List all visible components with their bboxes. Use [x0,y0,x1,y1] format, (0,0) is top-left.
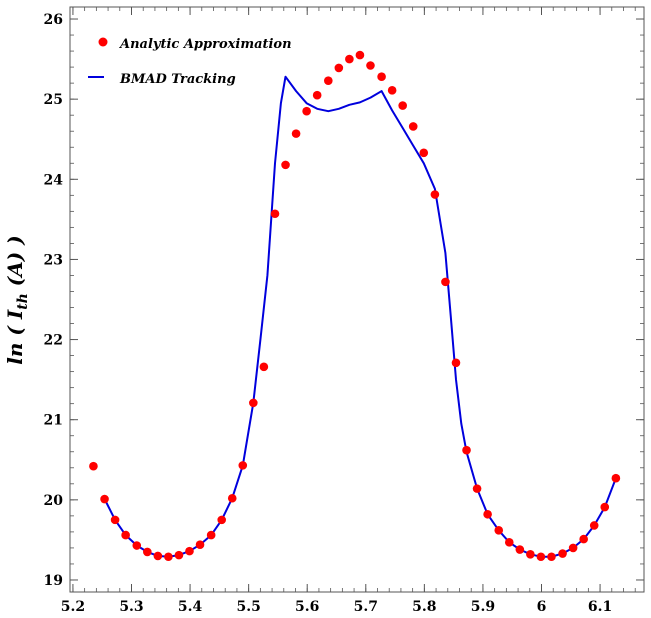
analytic-point [270,209,280,219]
y-tick-label: 26 [44,12,63,28]
analytic-point [611,473,621,483]
analytic-point [462,445,471,455]
x-tick-label: 5.4 [178,599,203,615]
y-tick-label: 21 [44,413,63,429]
analytic-point [589,521,599,530]
analytic-point [526,550,535,559]
analytic-point [515,545,525,554]
analytic-point [153,551,163,561]
plot-frame [69,6,645,593]
y-axis-label-subscript: th [15,293,31,310]
legend: Analytic Approximation BMAD Tracking [88,37,292,87]
analytic-point [558,549,567,558]
y-tick-label: 22 [44,333,63,349]
analytic-point [143,547,152,557]
analytic-point [451,358,461,368]
y-tick-label: 23 [44,252,63,268]
analytic-point [206,530,216,540]
y-tick-label: 24 [44,172,64,188]
y-tick-label: 20 [44,493,64,509]
x-tick-label: 5.9 [471,599,495,615]
analytic-point [377,72,386,82]
x-tick-label: 5.5 [236,599,260,615]
analytic-point [547,552,556,562]
analytic-point [387,86,397,95]
bmad-tracking-series [103,75,617,558]
analytic-point [483,509,492,519]
analytic-point [291,129,301,138]
analytic-point [579,534,588,544]
analytic-point [302,106,311,116]
x-tick-label: 5.7 [354,599,378,615]
analytic-point [494,525,504,535]
x-tick-label: 5.2 [61,599,85,615]
y-tick-label: 25 [44,92,63,108]
analytic-point [312,90,322,100]
analytic-point [334,63,344,73]
analytic-point [568,543,578,553]
analytic-point [259,362,269,372]
x-tick-label: 5.3 [119,599,143,615]
analytic-point [600,502,610,512]
analytic-point [227,493,237,503]
analytic-point [174,550,184,560]
legend-label-bmad: BMAD Tracking [119,72,236,87]
tick-labels: 5.2 5.3 5.4 5.5 5.6 5.7 5.8 5.9 6 6.1 19 20 21 22 23 24… [44,12,613,615]
analytic-point [249,398,258,408]
analytic-point [164,552,173,562]
analytic-point [345,54,354,64]
legend-label-analytic: Analytic Approximation [118,37,292,52]
analytic-point [238,461,248,470]
legend-marker-analytic [98,37,108,47]
analytic-point [398,101,407,110]
y-axis-label-suffix: (A) ) [3,235,27,293]
analytic-point [195,540,205,550]
x-tick-label: 6.1 [588,599,612,615]
analytic-point [89,461,98,471]
analytic-point [281,160,290,170]
analytic-point [441,277,450,287]
x-tick-label: 5.8 [412,599,436,615]
analytic-point [217,515,226,525]
analytic-point [185,546,194,556]
y-axis-label-prefix: ln ( I [3,309,27,365]
analytic-point [472,484,482,493]
x-tick-label: 5.6 [295,599,319,615]
analytic-approximation-series [89,50,621,562]
analytic-point [110,515,120,525]
axis-ticks [70,7,644,592]
analytic-point [419,148,429,158]
x-tick-label: 6 [537,599,547,615]
analytic-point [408,122,418,131]
analytic-point [355,50,365,60]
analytic-point [100,494,109,504]
analytic-point [536,552,546,562]
analytic-point [430,190,440,199]
analytic-point [366,61,375,70]
y-axis-label: ln ( Ith (A) ) [3,235,31,364]
analytic-point [324,76,333,86]
y-tick-label: 19 [44,573,63,589]
analytic-point [504,538,514,547]
bmad-tracking-line [103,75,617,558]
analytic-point [121,530,130,540]
analytic-point [132,541,142,550]
